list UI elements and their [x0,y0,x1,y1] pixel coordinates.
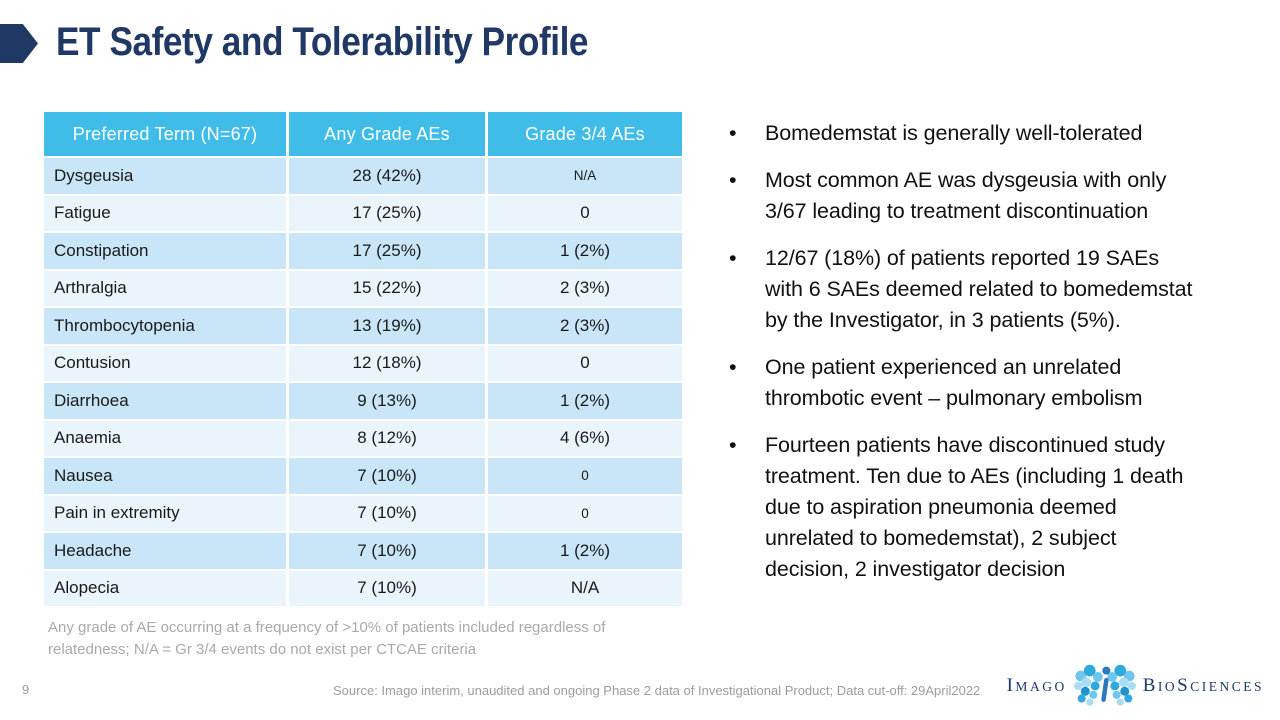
cell-any-grade: 13 (19%) [289,308,485,344]
table-row: Dysgeusia 28 (42%) N/A [44,158,682,194]
bullet-dot-icon: • [729,168,737,192]
cell-any-grade: 7 (10%) [289,495,485,531]
cell-grade-3-4: 0 [488,458,682,494]
cell-grade-3-4: 0 [488,495,682,531]
cell-grade-3-4: N/A [488,570,682,606]
cell-grade-3-4: 2 (3%) [488,270,682,306]
cell-any-grade: 17 (25%) [289,233,485,269]
cell-any-grade: 7 (10%) [289,570,485,606]
butterfly-icon [1073,664,1136,706]
bullet-text: Bomedemstat is generally well-tolerated [765,121,1143,145]
cell-grade-3-4: 1 (2%) [488,533,682,569]
cell-preferred-term: Diarrhoea [44,383,286,419]
cell-grade-3-4: 1 (2%) [488,233,682,269]
title-arrow-icon [0,24,38,63]
bullet-item: • Fourteen patients have discontinued stu… [706,430,1258,585]
column-header-2: Grade 3/4 AEs [488,112,682,156]
bullet-item: • Most common AE was dysgeusia with only … [706,165,1258,227]
cell-grade-3-4: 0 [488,195,682,231]
table-row: Contusion 12 (18%) 0 [44,345,682,381]
cell-any-grade: 8 (12%) [289,420,485,456]
cell-any-grade: 7 (10%) [289,458,485,494]
cell-grade-3-4: 1 (2%) [488,383,682,419]
bullet-text: Fourteen patients have discontinued stud… [765,433,1184,581]
table-row: Headache 7 (10%) 1 (2%) [44,533,682,569]
cell-preferred-term: Constipation [44,233,286,269]
cell-any-grade: 9 (13%) [289,383,485,419]
cell-grade-3-4: 2 (3%) [488,308,682,344]
bullet-dot-icon: • [729,433,737,457]
cell-preferred-term: Headache [44,533,286,569]
cell-grade-3-4: N/A [488,158,682,194]
logo-text-biosciences: BIOSCIENCES [1142,674,1264,696]
column-header-1: Any Grade AEs [289,112,485,156]
bullet-item: • 12/67 (18%) of patients reported 19 SAE… [706,243,1258,336]
logo-text-imago: IMAGO [1006,674,1067,696]
cell-any-grade: 7 (10%) [289,533,485,569]
bullet-item: • One patient experienced an unrelated th… [706,352,1258,414]
bullet-dot-icon: • [729,246,737,270]
cell-preferred-term: Thrombocytopenia [44,308,286,344]
cell-preferred-term: Contusion [44,345,286,381]
cell-preferred-term: Arthralgia [44,270,286,306]
table-row: Anaemia 8 (12%) 4 (6%) [44,420,682,456]
cell-any-grade: 12 (18%) [289,345,485,381]
table-row: Pain in extremity 7 (10%) 0 [44,495,682,531]
cell-preferred-term: Nausea [44,458,286,494]
cell-preferred-term: Pain in extremity [44,495,286,531]
table-row: Fatigue 17 (25%) 0 [44,195,682,231]
table-row: Diarrhoea 9 (13%) 1 (2%) [44,383,682,419]
bullet-list: • Bomedemstat is generally well-tolerated… [706,118,1258,601]
cell-any-grade: 28 (42%) [289,158,485,194]
cell-any-grade: 17 (25%) [289,195,485,231]
table-row: Constipation 17 (25%) 1 (2%) [44,233,682,269]
cell-preferred-term: Anaemia [44,420,286,456]
cell-any-grade: 15 (22%) [289,270,485,306]
imago-biosciences-logo: IMAGO BIOSCIENCES [1007,659,1264,711]
table-row: Arthralgia 15 (22%) 2 (3%) [44,270,682,306]
bullet-text: One patient experienced an unrelated thr… [765,355,1143,410]
table-header-row: Preferred Term (N=67) Any Grade AEs Grade … [44,112,682,156]
cell-preferred-term: Alopecia [44,570,286,606]
cell-grade-3-4: 4 (6%) [488,420,682,456]
table-footnote: Any grade of AE occurring at a frequency… [48,619,606,658]
bullet-dot-icon: • [729,355,737,379]
bullet-text: Most common AE was dysgeusia with only 3… [765,168,1167,223]
table-row: Alopecia 7 (10%) N/A [44,570,682,606]
table-row: Thrombocytopenia 13 (19%) 2 (3%) [44,308,682,344]
cell-preferred-term: Fatigue [44,195,286,231]
adverse-events-table: Preferred Term (N=67) Any Grade AEs Grade … [41,110,685,608]
source-note: Source: Imago interim, unaudited and ong… [333,683,981,698]
bullet-text: 12/67 (18%) of patients reported 19 SAEs… [765,246,1193,332]
bullet-item: • Bomedemstat is generally well-tolerated [706,118,1258,149]
bullet-dot-icon: • [729,121,737,145]
column-header-0: Preferred Term (N=67) [44,112,286,156]
cell-grade-3-4: 0 [488,345,682,381]
table-row: Nausea 7 (10%) 0 [44,458,682,494]
page-number: 9 [22,682,30,697]
page-title: ET Safety and Tolerability Profile [56,20,589,64]
cell-preferred-term: Dysgeusia [44,158,286,194]
